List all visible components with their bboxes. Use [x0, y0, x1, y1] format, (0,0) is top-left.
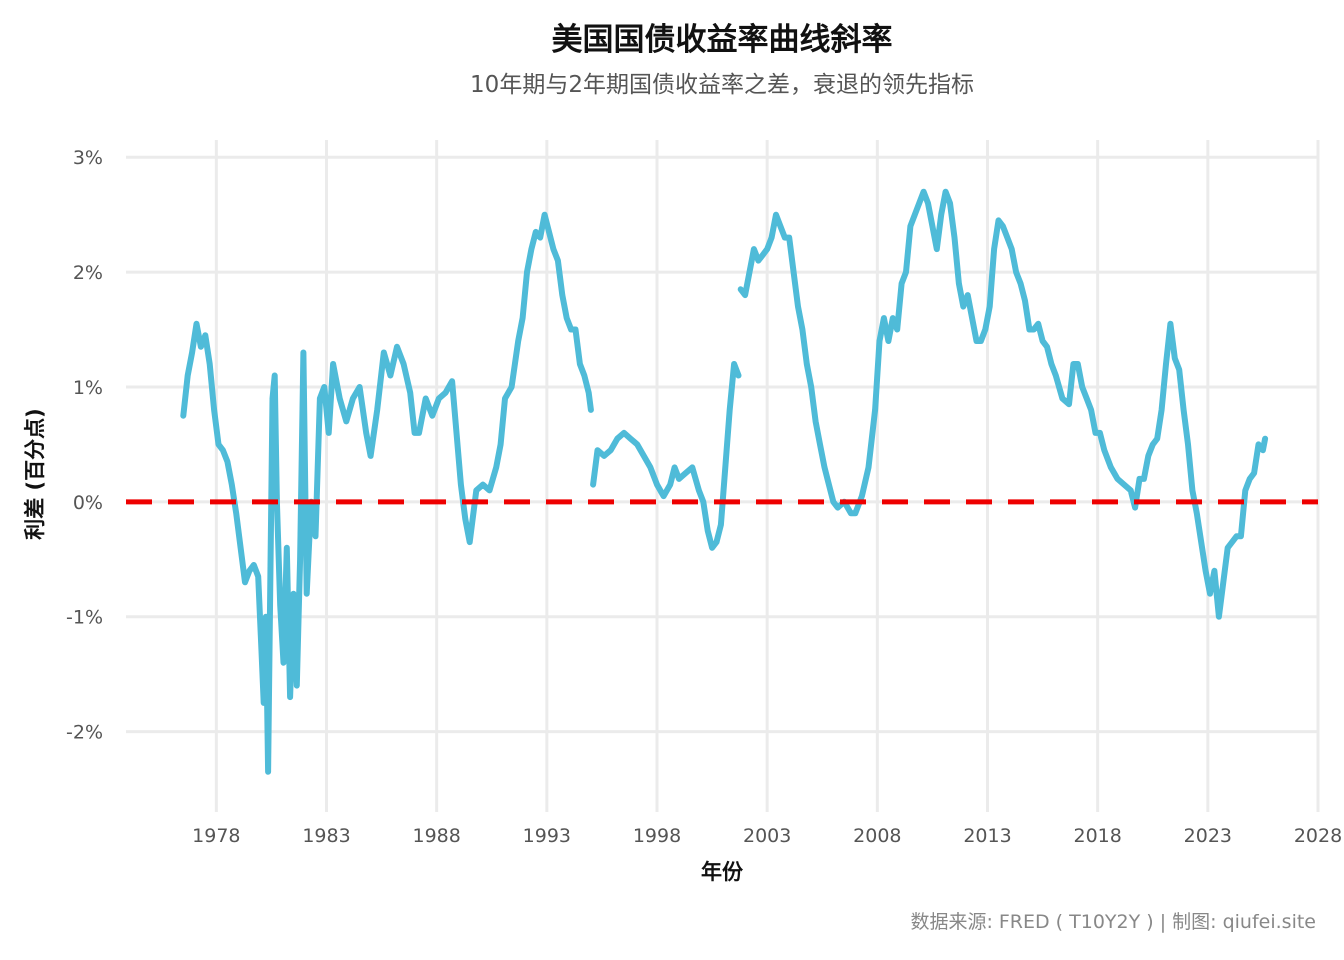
x-tick-label: 2018 [1073, 825, 1121, 847]
x-tick-label: 2023 [1184, 825, 1232, 847]
chart-caption: 数据来源: FRED ( T10Y2Y ) | 制图: qiufei.site [910, 911, 1316, 933]
y-tick-label: -2% [66, 722, 103, 744]
y-tick-label: 0% [73, 492, 103, 514]
x-tick-label: 1993 [523, 825, 571, 847]
x-tick-label: 2008 [853, 825, 901, 847]
y-axis-label: 利差 (百分点) [23, 408, 47, 540]
y-tick-label: 1% [73, 377, 103, 399]
x-tick-label: 2013 [963, 825, 1011, 847]
y-tick-label: -1% [66, 607, 103, 629]
series-line [180, 211, 594, 775]
y-tick-label: 2% [73, 262, 103, 284]
series-line [737, 188, 1269, 620]
series-spread [180, 188, 1269, 775]
series-line [590, 361, 742, 551]
x-tick-label: 1983 [302, 825, 350, 847]
x-tick-label: 1988 [412, 825, 460, 847]
x-axis-ticks: 1978 1983 1988 1993 1998 2003 2008 2013 2018 2023… [192, 825, 1342, 847]
x-tick-label: 1998 [633, 825, 681, 847]
y-axis-ticks: -2% -1% 0% 1% 2% 3% [66, 147, 103, 743]
x-tick-label: 2028 [1294, 825, 1342, 847]
x-tick-label: 2003 [743, 825, 791, 847]
y-tick-label: 3% [73, 147, 103, 169]
x-axis-label: 年份 [701, 860, 744, 884]
chart-subtitle: 10年期与2年期国债收益率之差，衰退的领先指标 [470, 72, 974, 98]
x-tick-label: 1978 [192, 825, 240, 847]
chart-title: 美国国债收益率曲线斜率 [552, 22, 893, 58]
